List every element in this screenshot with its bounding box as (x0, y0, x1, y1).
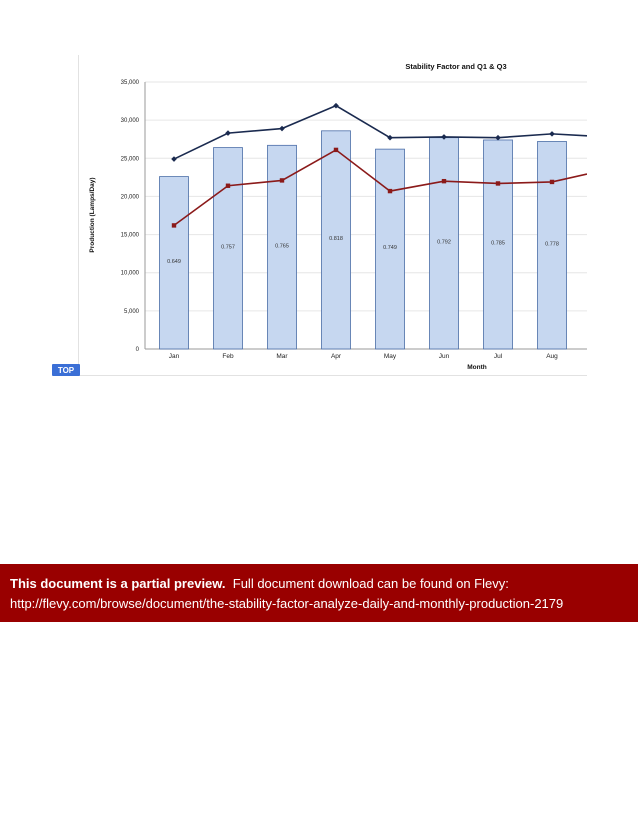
series-point (279, 125, 285, 132)
series-point (225, 130, 231, 136)
series-point (333, 102, 339, 109)
bar (159, 176, 189, 350)
bar (321, 130, 351, 350)
bar-data-label: 0.765 (275, 244, 289, 250)
x-tick-label: Feb (222, 353, 234, 360)
banner-line-2: http://flevy.com/browse/document/the-sta… (10, 594, 638, 614)
y-tick-label: 20,000 (121, 194, 140, 200)
y-tick-label: 30,000 (121, 118, 140, 124)
series-point (225, 183, 231, 188)
series-point (171, 156, 177, 162)
x-tick-label: Aug (546, 353, 558, 360)
bar (537, 141, 567, 350)
x-axis-title: Month (467, 364, 487, 371)
bar-data-label: 0.792 (437, 240, 451, 246)
y-tick-label: 10,000 (121, 271, 140, 277)
bar (213, 147, 243, 350)
y-tick-label: 35,000 (121, 80, 140, 86)
bar (375, 148, 405, 350)
series-point (387, 134, 393, 141)
series-point (549, 179, 555, 185)
bar (429, 137, 459, 350)
banner-text: Full document download can be found on F… (232, 576, 509, 591)
series-point (387, 188, 393, 194)
bar-data-label: 0.818 (329, 236, 343, 242)
banner-line-1: This document is a partial preview. Full… (10, 574, 638, 594)
x-tick-label: Jul (494, 353, 503, 360)
bar-data-label: 0.649 (167, 259, 181, 265)
bar-data-label: 0.785 (491, 240, 505, 246)
preview-banner: This document is a partial preview. Full… (0, 564, 638, 622)
x-tick-label: May (384, 353, 397, 360)
y-tick-label: 25,000 (121, 156, 140, 162)
series-point (279, 178, 285, 183)
x-tick-label: Apr (331, 353, 342, 360)
banner-link[interactable]: http://flevy.com/browse/document/the-sta… (10, 596, 564, 611)
banner-lead: This document is a partial preview. (10, 576, 226, 591)
y-tick-label: 5,000 (124, 309, 140, 315)
chart: 0 5,000 10,000 15,000 20,000 25,000 30,000 35,0… (78, 55, 587, 376)
bar-data-label: 0.778 (545, 241, 559, 247)
top-button[interactable]: TOP (52, 364, 80, 376)
chart-svg: 0 5,000 10,000 15,000 20,000 25,000 30,000 35,0… (89, 62, 587, 371)
bar-data-label: 0.749 (383, 245, 397, 251)
series-point (441, 178, 447, 184)
chart-title: Stability Factor and Q1 & Q3 (405, 62, 506, 71)
bar-data-label: 0.757 (221, 244, 235, 250)
y-tick-label: 0 (136, 347, 140, 353)
series-point (441, 134, 447, 140)
x-tick-label: Jun (439, 353, 450, 360)
x-tick-label: Jan (169, 353, 180, 360)
series-point (333, 147, 339, 153)
y-axis-title: Production (Lamps/Day) (89, 177, 96, 252)
series-point (549, 131, 555, 137)
y-tick-label: 15,000 (121, 233, 140, 239)
x-tick-label: Mar (276, 353, 288, 360)
series-point (495, 134, 501, 141)
series-point (171, 223, 177, 228)
series-point (495, 181, 501, 186)
